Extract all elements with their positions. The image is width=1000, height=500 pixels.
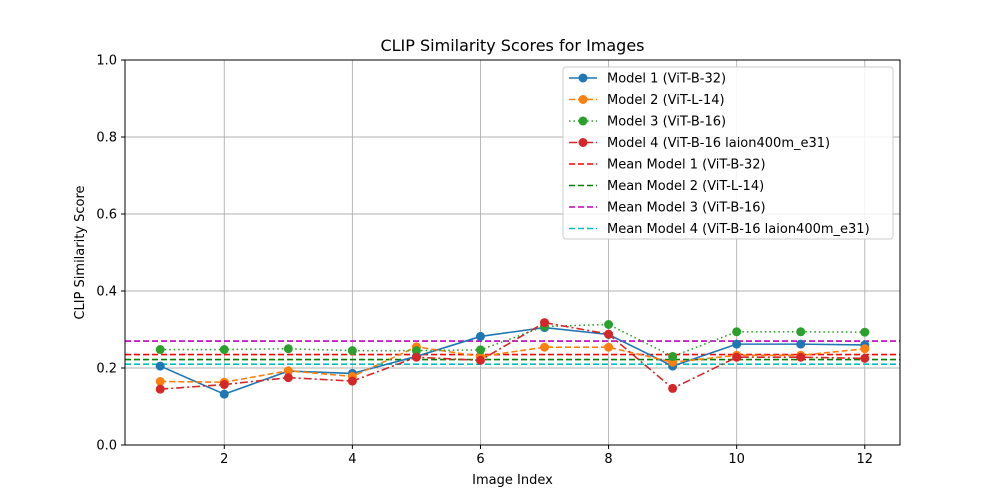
y-tick-label: 0.4 xyxy=(96,285,117,300)
data-point xyxy=(411,352,421,362)
data-point xyxy=(155,361,165,371)
data-point xyxy=(796,327,806,337)
data-point xyxy=(475,345,485,355)
data-point xyxy=(283,344,293,354)
data-point xyxy=(604,342,614,352)
legend-marker xyxy=(578,116,588,126)
y-tick-label: 1.0 xyxy=(96,54,117,69)
data-point xyxy=(219,345,229,355)
data-point xyxy=(732,352,742,362)
data-point xyxy=(283,373,293,383)
legend-entry: Mean Model 3 (ViT-B-16) xyxy=(607,201,766,216)
chart-title: CLIP Similarity Scores for Images xyxy=(380,36,644,55)
data-point xyxy=(668,383,678,393)
data-point xyxy=(155,345,165,355)
mean-lines xyxy=(125,340,900,365)
series-line xyxy=(160,323,865,358)
plot-frame xyxy=(124,59,901,446)
data-point xyxy=(155,384,165,394)
data-point xyxy=(796,339,806,349)
legend-entry: Mean Model 2 (ViT-L-14) xyxy=(607,179,764,194)
data-point xyxy=(475,355,485,365)
legend: Model 1 (ViT-B-32) Model 2 (ViT-L-14) Mode… xyxy=(562,66,894,240)
data-point xyxy=(540,318,550,328)
legend-marker xyxy=(578,95,588,104)
data-point xyxy=(668,351,678,361)
legend-entry: Mean Model 4 (ViT-B-16 laion400m_e31) xyxy=(607,222,870,237)
series-line xyxy=(160,321,865,390)
data-point xyxy=(347,376,357,386)
data-point xyxy=(347,346,357,356)
series-line xyxy=(160,345,865,384)
y-axis-label: CLIP Similarity Score xyxy=(73,185,88,319)
legend-marker xyxy=(578,73,588,83)
data-point xyxy=(540,342,550,352)
series-line xyxy=(159,326,865,396)
x-axis-ticks: 2 4 6 8 10 12 xyxy=(220,445,873,467)
data-point xyxy=(155,376,165,386)
data-point xyxy=(604,329,614,339)
legend-entry: Mean Model 1 (ViT-B-32) xyxy=(607,158,766,173)
legend-entry: Model 4 (ViT-B-16 laion400m_e31) xyxy=(607,136,830,151)
x-tick-label: 6 xyxy=(476,452,484,467)
y-axis-ticks: 0.0 0.2 0.4 0.6 0.8 1.0 xyxy=(96,54,125,454)
data-point xyxy=(860,353,870,363)
x-tick-label: 10 xyxy=(728,452,745,467)
legend-entry: Model 2 (ViT-L-14) xyxy=(607,93,725,108)
x-axis-label: Image Index xyxy=(472,473,553,488)
legend-entry: Model 3 (ViT-B-16) xyxy=(607,115,726,130)
x-tick-label: 2 xyxy=(220,452,228,467)
data-point xyxy=(796,352,806,362)
series-lines xyxy=(155,318,870,399)
x-tick-label: 8 xyxy=(604,452,612,467)
y-tick-label: 0.8 xyxy=(96,131,117,146)
y-tick-label: 0.0 xyxy=(96,439,117,454)
data-point xyxy=(860,344,870,354)
legend-box xyxy=(562,66,894,240)
data-point xyxy=(732,327,742,337)
y-tick-label: 0.6 xyxy=(96,208,117,223)
legend-entry: Model 1 (ViT-B-32) xyxy=(607,72,726,87)
data-point xyxy=(475,331,485,341)
data-point xyxy=(283,366,293,376)
x-tick-label: 12 xyxy=(856,452,873,467)
data-point xyxy=(411,346,421,356)
data-point xyxy=(219,380,229,390)
data-point xyxy=(219,389,229,399)
legend-marker xyxy=(578,138,588,147)
y-tick-label: 0.2 xyxy=(96,362,117,377)
data-point xyxy=(732,339,742,349)
data-point xyxy=(604,319,614,329)
data-point xyxy=(860,327,870,337)
x-tick-label: 4 xyxy=(348,452,356,467)
